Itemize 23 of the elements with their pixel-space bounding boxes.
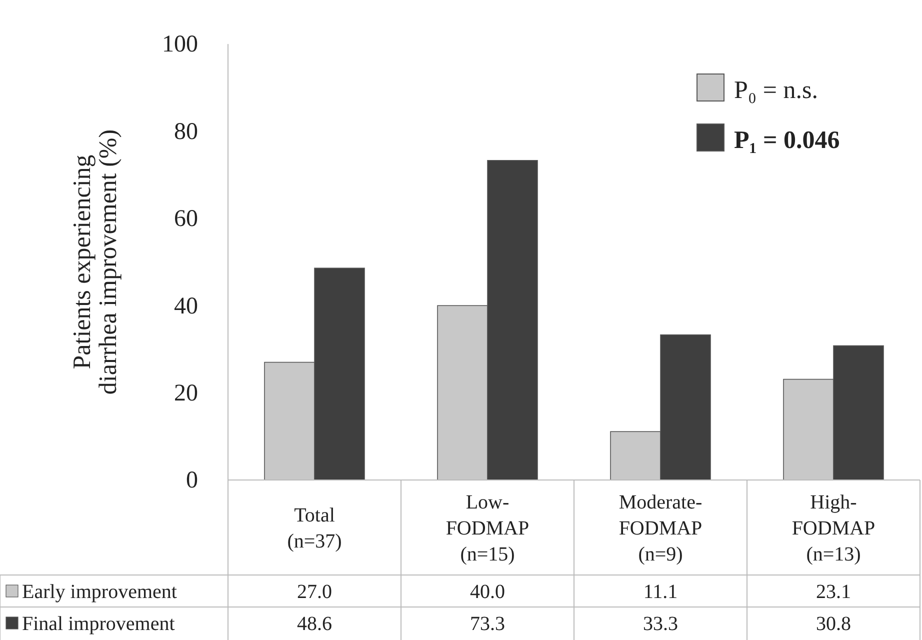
annotation: P₁ = 0.046 bbox=[734, 127, 840, 154]
data-label: 48.6 bbox=[297, 613, 332, 635]
y-tick-label: 80 bbox=[174, 118, 198, 145]
annotation: P₀ = n.s. bbox=[734, 77, 818, 104]
y-tick-label: 60 bbox=[174, 206, 198, 232]
y-tick-label: 0 bbox=[186, 468, 198, 494]
x-tick-label: Low-FODMAP (n=15) bbox=[446, 492, 530, 566]
y-tick-label: 40 bbox=[174, 293, 198, 320]
data-label: 73.3 bbox=[470, 613, 505, 635]
legend-label: Final improvement bbox=[22, 613, 176, 635]
x-tick-label: Moderate-FODMAP (n=9) bbox=[618, 492, 702, 566]
data-label: 23.1 bbox=[816, 581, 851, 603]
y-axis-title: Patients experiencing diarrhea improvement (%) bbox=[69, 129, 122, 395]
y-tick-label: 20 bbox=[174, 380, 198, 406]
x-tick-label: High-FODMAP (n=13) bbox=[792, 492, 876, 566]
data-label: 33.3 bbox=[643, 613, 678, 635]
y-tick-label: 100 bbox=[162, 32, 198, 58]
x-tick-label: Total (n=37) bbox=[287, 504, 342, 552]
legend-label: Early improvement bbox=[22, 581, 178, 603]
data-label: 27.0 bbox=[297, 581, 332, 603]
data-label: 40.0 bbox=[470, 581, 505, 603]
data-label: 30.8 bbox=[816, 613, 851, 635]
data-label: 11.1 bbox=[643, 581, 678, 603]
